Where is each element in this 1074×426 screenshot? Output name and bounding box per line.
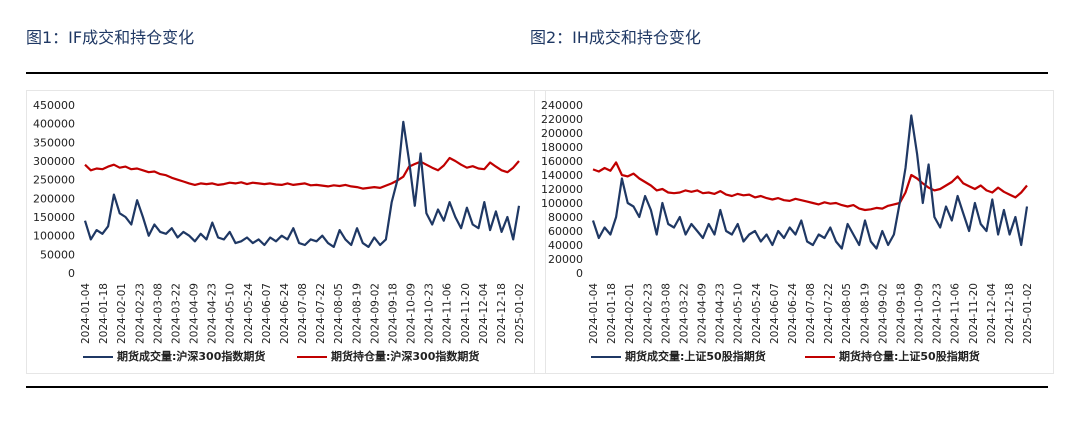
y-tick-label: 200000 [33, 192, 75, 205]
x-tick-label: 2024-09-02 [877, 283, 889, 344]
x-tick-label: 2024-10-23 [424, 283, 436, 344]
x-tick-label: 2024-05-24 [751, 283, 763, 344]
x-tick-label: 2024-11-06 [950, 283, 962, 344]
x-tick-label: 2024-08-19 [351, 283, 363, 344]
chart-title-right: 图2：IH成交和持仓变化 [530, 28, 701, 47]
legend-label-volume: 期货成交量:上证50股指期货 [625, 350, 766, 363]
x-tick-label: 2024-04-09 [697, 283, 709, 344]
y-tick-label: 180000 [541, 141, 583, 154]
x-tick-label: 2024-08-05 [841, 283, 853, 344]
x-tick-label: 2024-04-09 [189, 283, 201, 344]
x-tick-label: 2024-04-23 [715, 283, 727, 344]
y-tick-label: 60000 [548, 225, 583, 238]
series-line-volume [591, 114, 1029, 250]
legend-swatch-open-interest [297, 356, 327, 358]
x-tick-label: 2024-02-01 [624, 283, 636, 344]
y-tick-label: 220000 [541, 113, 583, 126]
y-tick-label: 80000 [548, 211, 583, 224]
y-tick-label: 350000 [33, 136, 75, 149]
x-tick-label: 2024-10-23 [932, 283, 944, 344]
x-tick-label: 2024-07-22 [315, 283, 327, 344]
x-tick-label: 2024-06-24 [787, 283, 799, 344]
legend-swatch-volume [591, 356, 621, 358]
x-tick-label: 2024-05-10 [225, 283, 237, 344]
x-tick-label: 2024-10-09 [914, 283, 926, 344]
x-tick-label: 2024-08-05 [333, 283, 345, 344]
x-tick-label: 2024-05-10 [733, 283, 745, 344]
x-tick-label: 2024-08-19 [859, 283, 871, 344]
x-tick-label: 2024-09-02 [369, 283, 381, 344]
x-tick-label: 2024-06-07 [769, 283, 781, 344]
series-line-open-interest [592, 161, 1028, 212]
x-tick-label: 2024-12-04 [478, 283, 490, 344]
bottom-rule [26, 386, 1048, 388]
x-tick-label: 2024-12-04 [986, 283, 998, 344]
x-tick-label: 2024-05-24 [243, 283, 255, 344]
legend-item-open-interest: 期货持仓量:上证50股指期货 [805, 348, 980, 364]
x-tick-label: 2024-01-04 [80, 283, 92, 344]
y-tick-label: 200000 [541, 127, 583, 140]
x-tick-label: 2024-12-18 [1004, 283, 1016, 344]
y-tick-label: 120000 [541, 183, 583, 196]
legend-item-volume: 期货成交量:上证50股指期货 [591, 348, 766, 364]
top-rule [26, 72, 1048, 74]
legend-swatch-open-interest [805, 356, 835, 358]
x-tick-label: 2024-02-01 [116, 283, 128, 344]
series-line-volume [83, 120, 521, 248]
x-tick-label: 2024-07-08 [297, 283, 309, 344]
legend-item-open-interest: 期货持仓量:沪深300指数期货 [297, 348, 479, 364]
series-line-open-interest [84, 156, 520, 190]
x-tick-label: 2024-04-23 [207, 283, 219, 344]
x-tick-label: 2024-07-22 [823, 283, 835, 344]
x-tick-label: 2024-03-22 [678, 283, 690, 344]
y-tick-label: 250000 [33, 174, 75, 187]
legend-label-open-interest: 期货持仓量:上证50股指期货 [839, 350, 980, 363]
chart-svg-right: 0200004000060000800001000001200001400001… [541, 99, 1034, 344]
legend-swatch-volume [83, 356, 113, 358]
x-tick-label: 2024-03-08 [152, 283, 164, 344]
legend-label-open-interest: 期货持仓量:沪深300指数期货 [331, 350, 480, 363]
x-tick-label: 2025-01-02 [514, 283, 526, 344]
y-tick-label: 160000 [541, 155, 583, 168]
y-tick-label: 40000 [548, 239, 583, 252]
chart-svg-left: 0 50000 100000 150000 200000 250000 300000 3500… [33, 99, 526, 344]
x-tick-label: 2024-02-23 [642, 283, 654, 344]
x-tick-label: 2025-01-02 [1022, 283, 1034, 344]
y-tick-label: 100000 [541, 197, 583, 210]
y-tick-label: 50000 [40, 248, 75, 261]
x-tick-label: 2024-03-22 [170, 283, 182, 344]
y-tick-label: 0 [68, 267, 75, 280]
legend-label-volume: 期货成交量:沪深300指数期货 [117, 350, 266, 363]
x-tick-label: 2024-11-06 [442, 283, 454, 344]
x-tick-label: 2024-06-07 [261, 283, 273, 344]
x-tick-label: 2024-01-04 [588, 283, 600, 344]
x-tick-label: 2024-09-18 [387, 283, 399, 344]
x-tick-label: 2024-10-09 [406, 283, 418, 344]
chart-panel-left: 0 50000 100000 150000 200000 250000 300000 3500… [26, 90, 546, 374]
y-tick-label: 400000 [33, 118, 75, 131]
x-tick-label: 2024-11-20 [460, 283, 472, 344]
x-tick-label: 2024-12-18 [496, 283, 508, 344]
x-tick-label: 2024-11-20 [968, 283, 980, 344]
chart-title-left: 图1：IF成交和持仓变化 [26, 28, 195, 47]
y-tick-label: 450000 [33, 99, 75, 112]
y-tick-label: 100000 [33, 230, 75, 243]
x-tick-label: 2024-02-23 [134, 283, 146, 344]
y-tick-label: 240000 [541, 99, 583, 112]
x-tick-label: 2024-07-08 [805, 283, 817, 344]
legend-item-volume: 期货成交量:沪深300指数期货 [83, 348, 265, 364]
chart-panel-right: 0 20000 40000 60000 80000 100000 120000 140000 1… [534, 90, 1054, 374]
y-tick-label: 0 [576, 267, 583, 280]
x-tick-label: 2024-06-24 [279, 283, 291, 344]
x-tick-label: 2024-03-08 [660, 283, 672, 344]
x-tick-label: 2024-09-18 [895, 283, 907, 344]
y-tick-label: 150000 [33, 211, 75, 224]
y-tick-label: 140000 [541, 169, 583, 182]
y-tick-label: 300000 [33, 155, 75, 168]
x-tick-label: 2024-01-18 [98, 283, 110, 344]
x-tick-label: 2024-01-18 [606, 283, 618, 344]
y-tick-label: 20000 [548, 253, 583, 266]
